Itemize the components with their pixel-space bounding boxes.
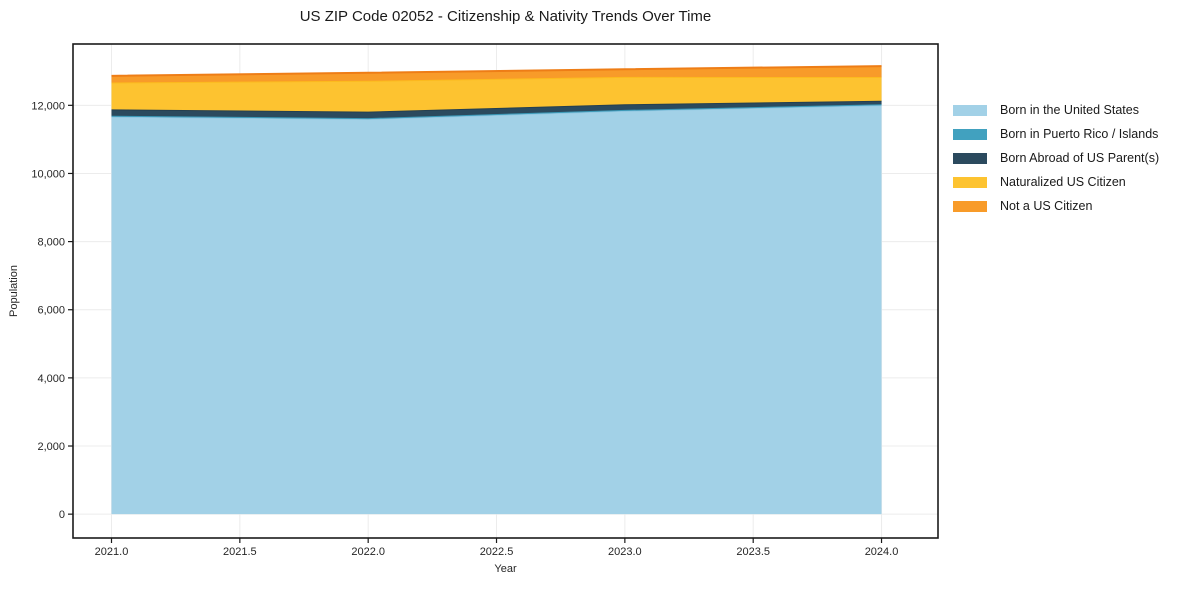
y-tick-label: 6,000 [37,305,65,317]
legend-label: Born in the United States [1000,103,1139,117]
area-series-3 [111,76,882,112]
legend-swatch [953,104,987,116]
legend: Born in the United States Born in Puerto … [953,104,1159,212]
legend-item: Not a US Citizen [953,200,1159,212]
area-series-4 [111,66,882,83]
legend-item: Naturalized US Citizen [953,176,1159,188]
y-axis-label: Population [8,265,20,317]
legend-label: Naturalized US Citizen [1000,175,1126,189]
x-tick-label: 2023.5 [736,546,770,558]
legend-label: Not a US Citizen [1000,199,1093,213]
area-series-0 [111,105,882,515]
y-tick-label: 4,000 [37,373,65,385]
legend-item: Born in Puerto Rico / Islands [953,128,1159,140]
chart-title: US ZIP Code 02052 - Citizenship & Nativi… [299,8,712,25]
x-tick-label: 2022.0 [351,546,385,558]
x-tick-label: 2021.0 [95,546,129,558]
area-edge-series-4 [111,65,882,77]
y-tick-label: 12,000 [31,100,65,112]
y-tick-label: 8,000 [37,237,65,249]
y-tick-label: 10,000 [31,168,65,180]
x-tick-label: 2024.0 [865,546,899,558]
legend-label: Born Abroad of US Parent(s) [1000,151,1160,165]
legend-swatch [953,152,987,164]
x-tick-label: 2021.5 [223,546,257,558]
y-tick-label: 2,000 [37,441,65,453]
x-axis-label: Year [494,563,517,575]
legend-swatch [953,200,987,212]
legend-swatch [953,128,987,140]
legend-label: Born in Puerto Rico / Islands [1000,127,1159,141]
legend-item: Born in the United States [953,104,1159,116]
plot-border [72,43,939,539]
area-series-2 [111,100,882,119]
x-tick-label: 2022.5 [480,546,514,558]
x-tick-label: 2023.0 [608,546,642,558]
legend-swatch [953,176,987,188]
y-tick-label: 0 [59,509,65,521]
legend-item: Born Abroad of US Parent(s) [953,152,1159,164]
